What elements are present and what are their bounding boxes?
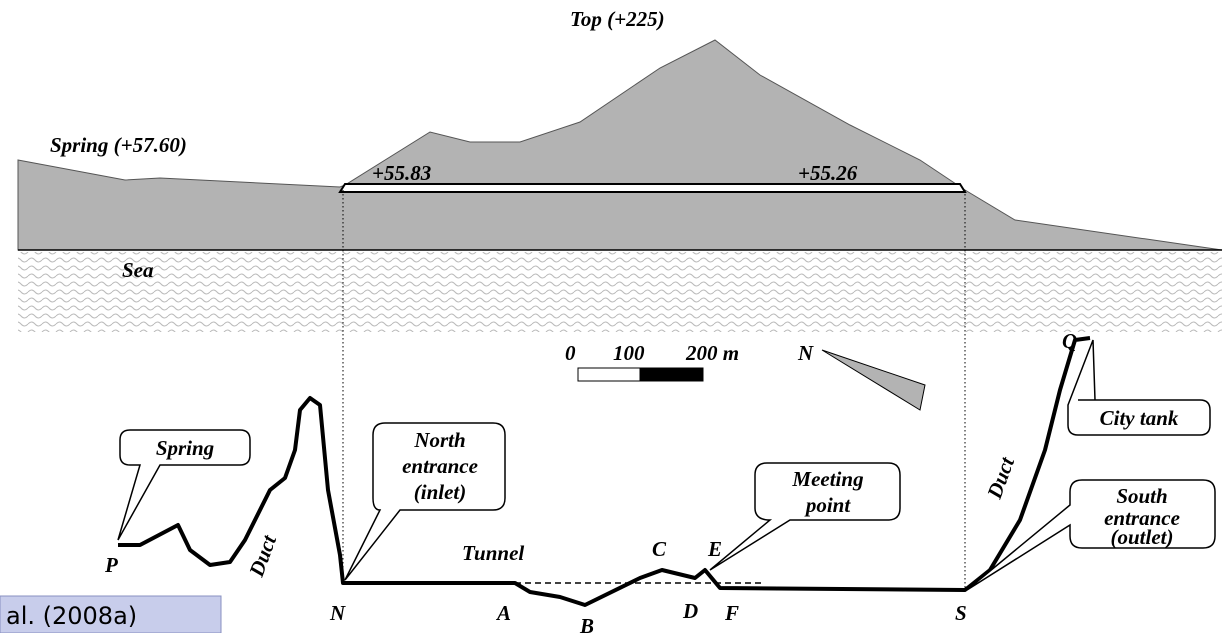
north-label: N: [797, 341, 814, 365]
callout-text: Spring: [156, 436, 214, 460]
point-label: Q: [1062, 329, 1077, 353]
callout-text: North entrance (inlet): [402, 428, 478, 504]
scale-bar: [639, 367, 704, 382]
label: Duct: [982, 453, 1020, 503]
citation-box: [0, 595, 222, 633]
callout: [709, 462, 901, 571]
point-label: A: [495, 601, 511, 625]
point-label: D: [682, 599, 698, 623]
label: +55.83: [372, 161, 431, 185]
point-label: B: [579, 614, 594, 633]
ground-profile: [17, 39, 1223, 251]
label: Duct: [244, 531, 282, 581]
north-arrow: [821, 349, 926, 411]
callout: [117, 429, 251, 541]
tunnel-plan: [118, 336, 1091, 607]
label: Top (+225): [570, 7, 665, 31]
callout: [966, 479, 1216, 591]
sea: [18, 252, 1222, 332]
label: +55.26: [798, 161, 858, 185]
callout: [344, 422, 506, 581]
callout-text: Meeting point: [791, 467, 863, 517]
scale-bar: [577, 367, 641, 382]
scale-label: 100: [613, 341, 645, 365]
point-label: N: [329, 601, 346, 625]
point-label: E: [707, 537, 722, 561]
label: Sea: [122, 258, 154, 282]
scale-label: 0: [565, 341, 576, 365]
label: Spring (+57.60): [50, 133, 187, 157]
point-label: C: [652, 537, 667, 561]
point-label: F: [724, 601, 739, 625]
point-label: P: [104, 553, 118, 577]
citation: al. (2008a): [6, 602, 137, 630]
tunnel-section: [338, 183, 967, 193]
callout: [1067, 339, 1211, 436]
callout-text: City tank: [1100, 406, 1179, 430]
scale-label: 200 m: [685, 341, 739, 365]
callouts: [117, 339, 1216, 591]
callout-text: South entrance (outlet): [1104, 484, 1180, 549]
point-label: S: [955, 601, 967, 625]
label: Tunnel: [462, 541, 524, 565]
